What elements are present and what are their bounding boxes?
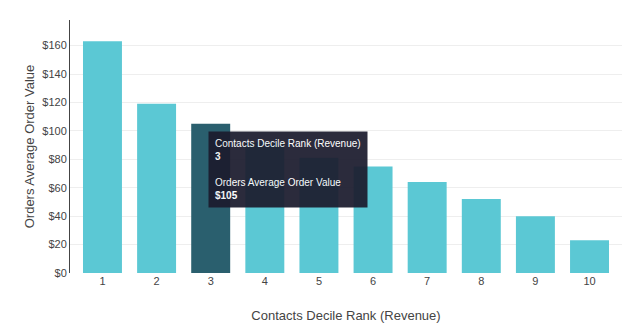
svg-text:$80: $80	[48, 153, 66, 165]
svg-text:$60: $60	[48, 182, 66, 194]
svg-text:$100: $100	[42, 125, 66, 137]
svg-text:3: 3	[208, 275, 214, 287]
svg-text:Orders Average Order Value: Orders Average Order Value	[22, 65, 37, 229]
svg-text:$0: $0	[55, 267, 67, 279]
svg-text:$40: $40	[48, 210, 66, 222]
svg-text:4: 4	[262, 275, 268, 287]
svg-text:10: 10	[583, 275, 595, 287]
svg-text:2: 2	[154, 275, 160, 287]
svg-text:8: 8	[478, 275, 484, 287]
svg-text:$20: $20	[48, 238, 66, 250]
svg-text:$160: $160	[42, 39, 66, 51]
svg-text:Contacts Decile Rank (Revenue): Contacts Decile Rank (Revenue)	[251, 308, 440, 323]
svg-text:7: 7	[424, 275, 430, 287]
svg-text:5: 5	[316, 275, 322, 287]
svg-text:1: 1	[99, 275, 105, 287]
svg-text:Contacts Decile Rank (Revenue): Contacts Decile Rank (Revenue)3Orders Av…	[215, 138, 361, 201]
svg-text:9: 9	[532, 275, 538, 287]
svg-text:$120: $120	[42, 96, 66, 108]
svg-text:$140: $140	[42, 68, 66, 80]
svg-text:6: 6	[370, 275, 376, 287]
